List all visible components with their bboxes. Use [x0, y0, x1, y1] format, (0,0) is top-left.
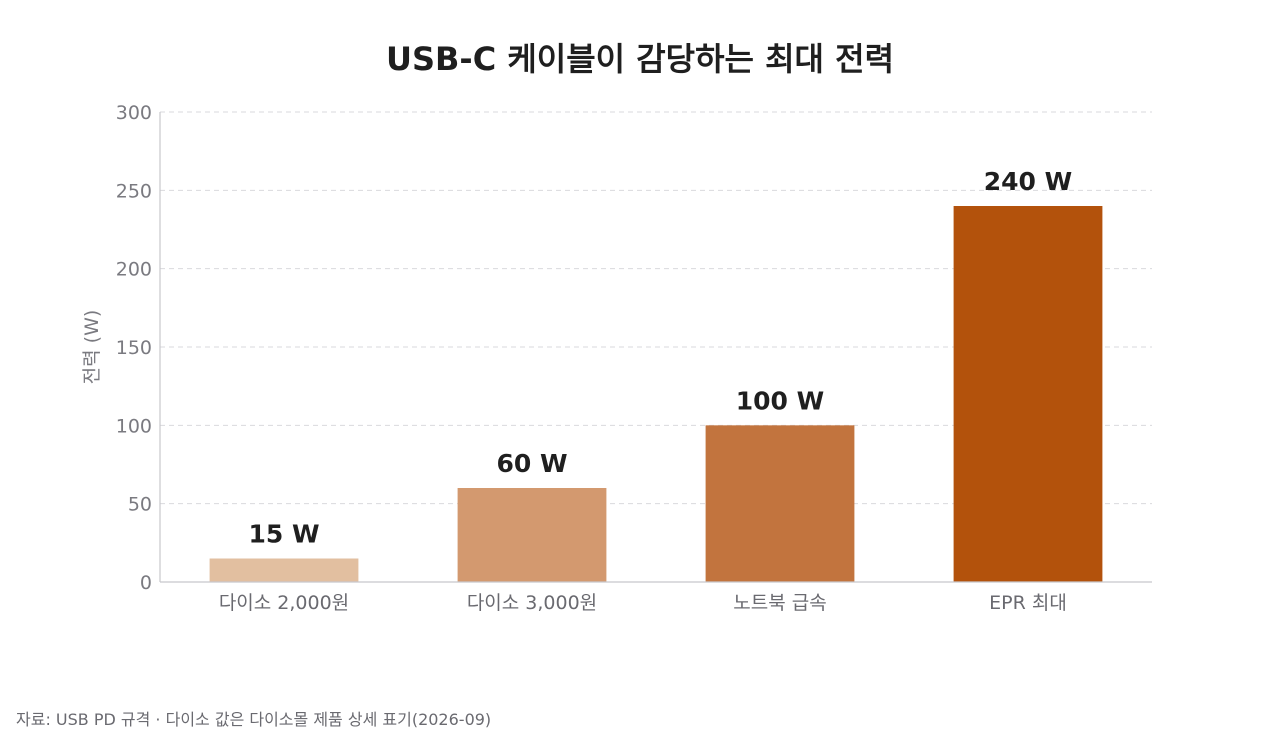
y-tick-label: 50 [128, 494, 152, 516]
bar [209, 558, 359, 582]
bar-value-label: 100 W [736, 386, 824, 415]
y-tick-label: 0 [140, 572, 152, 594]
source-note: 자료: USB PD 규격 · 다이소 값은 다이소몰 제품 상세 표기(202… [16, 710, 492, 729]
bars [209, 206, 1103, 582]
x-axis-categories: 다이소 2,000원 다이소 3,000원 노트북 급속 EPR 최대 [219, 592, 1067, 614]
y-axis-label: 전력 (W) [81, 310, 103, 385]
y-axis-ticks: 0 50 100 150 200 250 300 [116, 102, 152, 594]
bar-value-label: 15 W [248, 520, 319, 549]
bar-value-label: 60 W [496, 449, 567, 478]
bar [953, 206, 1103, 582]
y-tick-label: 100 [116, 415, 152, 437]
data-labels: 15 W 60 W 100 W 240 W [248, 167, 1072, 549]
y-tick-label: 150 [116, 337, 152, 359]
y-tick-label: 300 [116, 102, 152, 124]
bar [705, 425, 855, 582]
bar [457, 488, 607, 582]
x-category-label: 다이소 3,000원 [467, 592, 597, 614]
x-category-label: 다이소 2,000원 [219, 592, 349, 614]
x-category-label: 노트북 급속 [733, 592, 826, 614]
grid-lines [160, 111, 1152, 505]
bar-value-label: 240 W [984, 167, 1072, 196]
chart-title: USB-C 케이블이 감당하는 최대 전력 [386, 40, 894, 78]
y-tick-label: 200 [116, 259, 152, 281]
y-tick-label: 250 [116, 180, 152, 202]
x-category-label: EPR 최대 [989, 592, 1067, 614]
